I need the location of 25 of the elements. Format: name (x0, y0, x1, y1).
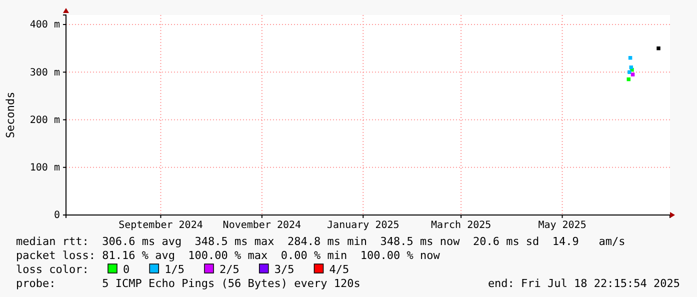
y-tick-label: 400 m (30, 20, 60, 31)
legend-label: 1/5 (164, 263, 184, 276)
x-tick-label: November 2024 (222, 220, 302, 232)
legend-title: loss color: (16, 263, 89, 276)
legend-label: 4/5 (329, 263, 350, 276)
x-tick-label: September 2024 (118, 220, 203, 232)
legend-label: 0 (123, 263, 130, 276)
legend-label: 2/5 (220, 263, 240, 276)
point (629, 66, 633, 70)
legend-label: 3/5 (274, 263, 294, 276)
y-tick-label: 100 m (30, 162, 60, 174)
y-axis-title: Seconds (4, 92, 17, 138)
x-tick-label: January 2025 (327, 220, 400, 232)
text: median rtt: 306.6 ms avg 348.5 ms max 284.8 ms min 348.5 ms now 20.6 ms sd 14.9 am/s (16, 235, 626, 248)
text: packet loss: 81.16 % avg 100.00 % max 0.00 % min 100.00 % now (16, 249, 440, 262)
text: probe: 5 ICMP Echo Pings (56 Bytes) every 120s (16, 277, 360, 290)
y-tick-label: 200 m (30, 114, 60, 126)
point (628, 70, 632, 74)
x-tick-label: May 2025 (538, 220, 586, 232)
text: end: Fri Jul 18 22:15:54 2025 (488, 277, 680, 290)
y-tick-label: 300 m (30, 67, 60, 78)
x-tick-label: March 2025 (430, 220, 492, 232)
point (656, 46, 660, 50)
y-tick-label: 0 (54, 210, 60, 222)
point (630, 72, 635, 76)
